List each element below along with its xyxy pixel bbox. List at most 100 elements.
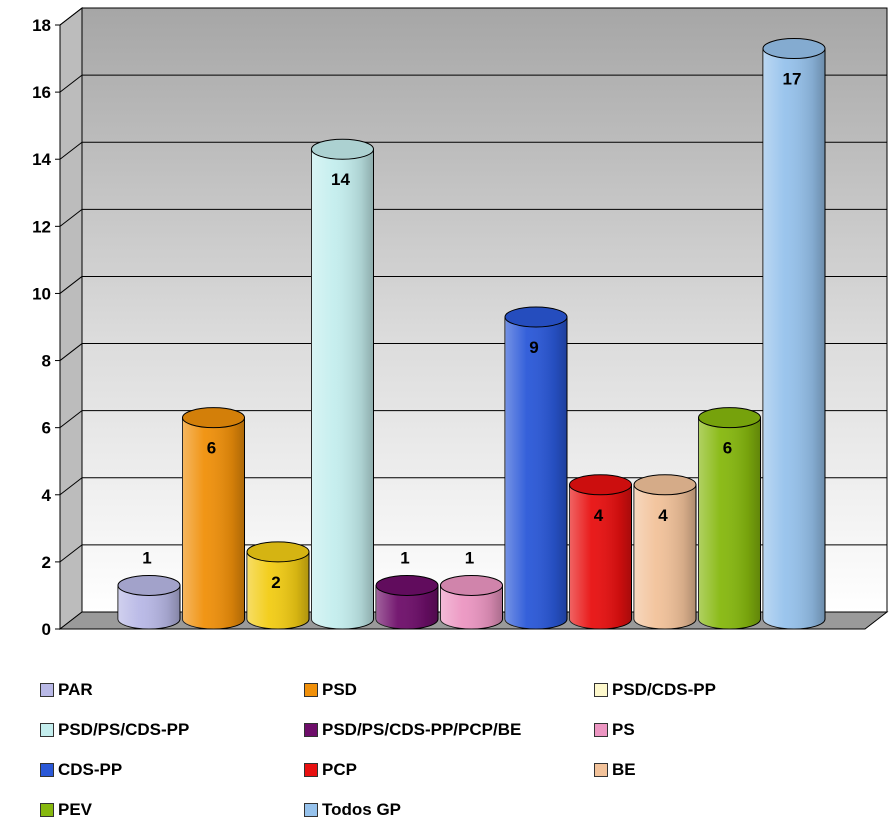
legend-item: CDS-PP bbox=[40, 760, 122, 780]
y-tick-label: 0 bbox=[42, 620, 51, 639]
legend-label: PCP bbox=[322, 760, 357, 779]
gridline-side bbox=[59, 410, 83, 429]
y-tick-label: 2 bbox=[42, 553, 51, 572]
bar bbox=[569, 474, 632, 630]
bar-shading bbox=[247, 551, 309, 629]
bar bbox=[246, 541, 310, 630]
y-tick-label: 14 bbox=[32, 150, 51, 169]
bar-top bbox=[182, 407, 245, 429]
legend-swatch bbox=[304, 763, 318, 777]
gridline-side bbox=[59, 141, 83, 160]
legend-label: Todos GP bbox=[322, 800, 402, 819]
gridline-side bbox=[59, 343, 83, 361]
legend-label: PSD/PS/CDS-PP bbox=[58, 720, 190, 739]
bars bbox=[117, 38, 826, 630]
legend-item: PEV bbox=[40, 800, 92, 820]
legend-item: BE bbox=[594, 760, 636, 780]
gridline-side bbox=[59, 208, 83, 227]
bar bbox=[762, 38, 826, 630]
bar-top bbox=[698, 407, 761, 429]
y-tick-label: 18 bbox=[32, 16, 51, 35]
bar-shading bbox=[698, 417, 761, 629]
y-tick-label: 16 bbox=[32, 83, 51, 102]
legend-item: PS bbox=[594, 720, 635, 740]
data-label: 1 bbox=[142, 548, 151, 567]
legend-swatch bbox=[40, 723, 54, 737]
legend-item: PSD/PS/CDS-PP bbox=[40, 720, 189, 740]
bar-top bbox=[311, 138, 374, 160]
bar-shading bbox=[505, 317, 567, 629]
legend-item: PAR bbox=[40, 680, 93, 700]
legend-swatch bbox=[594, 763, 608, 777]
y-axis-ticks: 0 2 4 6 8 10 12 14 16 18 bbox=[32, 16, 60, 639]
bar bbox=[633, 474, 697, 630]
data-label: 9 bbox=[529, 338, 538, 357]
legend-swatch bbox=[304, 803, 318, 817]
bar-top bbox=[375, 574, 439, 596]
data-label: 6 bbox=[207, 439, 216, 458]
bar bbox=[698, 407, 761, 630]
data-label: 17 bbox=[783, 70, 802, 89]
gridline-side bbox=[59, 276, 83, 294]
bar-top bbox=[246, 541, 310, 563]
legend-swatch bbox=[304, 723, 318, 737]
legend-label: PS bbox=[612, 720, 635, 739]
legend-swatch bbox=[40, 803, 54, 817]
y-tick-label: 10 bbox=[32, 284, 51, 303]
data-label: 1 bbox=[400, 548, 409, 567]
bar-top bbox=[440, 574, 503, 596]
bar-shading bbox=[118, 585, 180, 629]
legend-label: PEV bbox=[58, 800, 93, 819]
legend-label: PAR bbox=[58, 680, 93, 699]
bar bbox=[440, 574, 503, 630]
legend-label: CDS-PP bbox=[58, 760, 123, 779]
legend-item: PSD bbox=[304, 680, 357, 700]
side-wall bbox=[59, 6, 83, 631]
bar-top bbox=[633, 474, 697, 496]
legend-label: PSD/PS/CDS-PP/PCP/BE bbox=[322, 720, 522, 739]
bar bbox=[117, 574, 181, 630]
bar bbox=[504, 306, 568, 630]
legend-label: PSD bbox=[322, 680, 357, 699]
data-label: 4 bbox=[594, 506, 604, 525]
bar-top bbox=[762, 38, 826, 60]
bar bbox=[182, 407, 245, 630]
bar-shading bbox=[311, 149, 374, 629]
bar-top bbox=[569, 474, 632, 496]
bar bbox=[375, 574, 439, 630]
data-label: 1 bbox=[465, 548, 474, 567]
bar-top bbox=[504, 306, 568, 328]
legend-item: PSD/PS/CDS-PP/PCP/BE bbox=[304, 720, 521, 740]
data-label: 2 bbox=[271, 573, 280, 592]
y-tick-label: 6 bbox=[42, 419, 51, 438]
legend-label: PSD/CDS-PP bbox=[612, 680, 716, 699]
legend-item: Todos GP bbox=[304, 800, 401, 820]
gridline-side bbox=[59, 544, 83, 563]
gridline-side bbox=[59, 74, 83, 93]
bar-shading bbox=[763, 48, 825, 630]
data-labels: 1 6 2 14 1 1 9 4 4 6 17 bbox=[142, 70, 801, 592]
y-tick-label: 8 bbox=[42, 352, 51, 371]
data-label: 14 bbox=[331, 170, 350, 189]
gridline-side bbox=[59, 477, 83, 496]
legend-label: BE bbox=[612, 760, 636, 779]
legend-item: PSD/CDS-PP bbox=[594, 680, 716, 700]
bar-shading bbox=[440, 585, 503, 629]
y-tick-label: 12 bbox=[32, 217, 51, 236]
bar-shading bbox=[634, 484, 696, 629]
bar-shading bbox=[376, 585, 438, 629]
data-label: 6 bbox=[723, 439, 732, 458]
legend-swatch bbox=[40, 683, 54, 697]
bar-shading bbox=[182, 417, 245, 629]
legend-swatch bbox=[40, 763, 54, 777]
bar-shading bbox=[569, 484, 632, 629]
bar bbox=[311, 138, 374, 630]
gridline-side bbox=[59, 7, 83, 26]
legend-swatch bbox=[304, 683, 318, 697]
bar-top bbox=[117, 574, 181, 596]
legend-item: PCP bbox=[304, 760, 357, 780]
y-tick-label: 4 bbox=[42, 486, 52, 505]
legend-swatch bbox=[594, 683, 608, 697]
legend-swatch bbox=[594, 723, 608, 737]
